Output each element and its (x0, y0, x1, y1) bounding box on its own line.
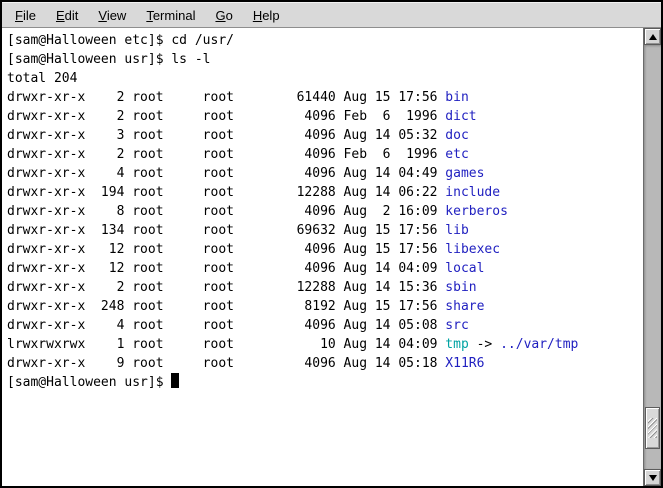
terminal-screen[interactable]: [sam@Halloween etc]$ cd /usr/ [sam@Hallow… (2, 28, 643, 486)
file-row: drwxr-xr-x 4 root root 4096 Aug 14 05:08… (7, 318, 469, 333)
output-line: total 204 (7, 71, 78, 86)
scrollbar-down-button[interactable] (644, 469, 661, 486)
output-line: [sam@Halloween etc]$ cd /usr/ (7, 33, 234, 48)
file-name: X11R6 (445, 356, 485, 371)
menu-item-edit[interactable]: Edit (55, 7, 79, 23)
scrollbar-up-button[interactable] (644, 28, 661, 45)
file-row: drwxr-xr-x 2 root root 4096 Feb 6 1996 d… (7, 109, 477, 124)
file-name: dict (445, 109, 477, 124)
prompt-line: [sam@Halloween usr]$ (7, 373, 643, 392)
file-row: drwxr-xr-x 3 root root 4096 Aug 14 05:32… (7, 128, 469, 143)
file-row: drwxr-xr-x 12 root root 4096 Aug 15 17:5… (7, 242, 501, 257)
file-name: local (445, 261, 485, 276)
file-name: etc (445, 147, 469, 162)
file-row: drwxr-xr-x 134 root root 69632 Aug 15 17… (7, 223, 469, 238)
down-arrow-icon (648, 474, 657, 481)
file-name: lib (445, 223, 469, 238)
menu-bar: File Edit View Terminal Go Help (2, 2, 661, 28)
file-name: share (445, 299, 485, 314)
file-row: drwxr-xr-x 9 root root 4096 Aug 14 05:18… (7, 356, 485, 371)
file-name: tmp (445, 337, 469, 352)
file-row: drwxr-xr-x 194 root root 12288 Aug 14 06… (7, 185, 501, 200)
menu-item-help[interactable]: Help (252, 7, 280, 23)
menu-item-file[interactable]: File (15, 7, 36, 23)
file-name: sbin (445, 280, 477, 295)
file-name: games (445, 166, 485, 181)
file-name: bin (445, 90, 469, 105)
up-arrow-icon (648, 33, 657, 40)
file-name: src (445, 318, 469, 333)
file-name: kerberos (445, 204, 508, 219)
file-row: drwxr-xr-x 248 root root 8192 Aug 15 17:… (7, 299, 485, 314)
file-row: drwxr-xr-x 8 root root 4096 Aug 2 16:09 … (7, 204, 508, 219)
output-line: [sam@Halloween usr]$ ls -l (7, 52, 211, 67)
file-row: drwxr-xr-x 2 root root 61440 Aug 15 17:5… (7, 90, 469, 105)
file-row: lrwxrwxrwx 1 root root 10 Aug 14 04:09 t… (7, 337, 579, 352)
scrollbar-trough[interactable] (644, 45, 661, 469)
file-row: drwxr-xr-x 2 root root 4096 Feb 6 1996 e… (7, 147, 469, 162)
menu-item-go[interactable]: Go (215, 7, 233, 23)
file-name: libexec (445, 242, 501, 257)
menu-item-view[interactable]: View (98, 7, 127, 23)
file-row: drwxr-xr-x 4 root root 4096 Aug 14 04:49… (7, 166, 485, 181)
menu-item-terminal[interactable]: Terminal (146, 7, 196, 23)
file-name: include (445, 185, 501, 200)
file-row: drwxr-xr-x 2 root root 12288 Aug 14 15:3… (7, 280, 477, 295)
scrollbar (643, 28, 661, 486)
thumb-grip-icon (648, 418, 657, 438)
file-row: drwxr-xr-x 12 root root 4096 Aug 14 04:0… (7, 261, 485, 276)
file-name: doc (445, 128, 469, 143)
terminal-output: [sam@Halloween etc]$ cd /usr/ [sam@Hallow… (2, 28, 643, 392)
scrollbar-thumb[interactable] (645, 407, 660, 449)
terminal-cursor (171, 373, 180, 388)
